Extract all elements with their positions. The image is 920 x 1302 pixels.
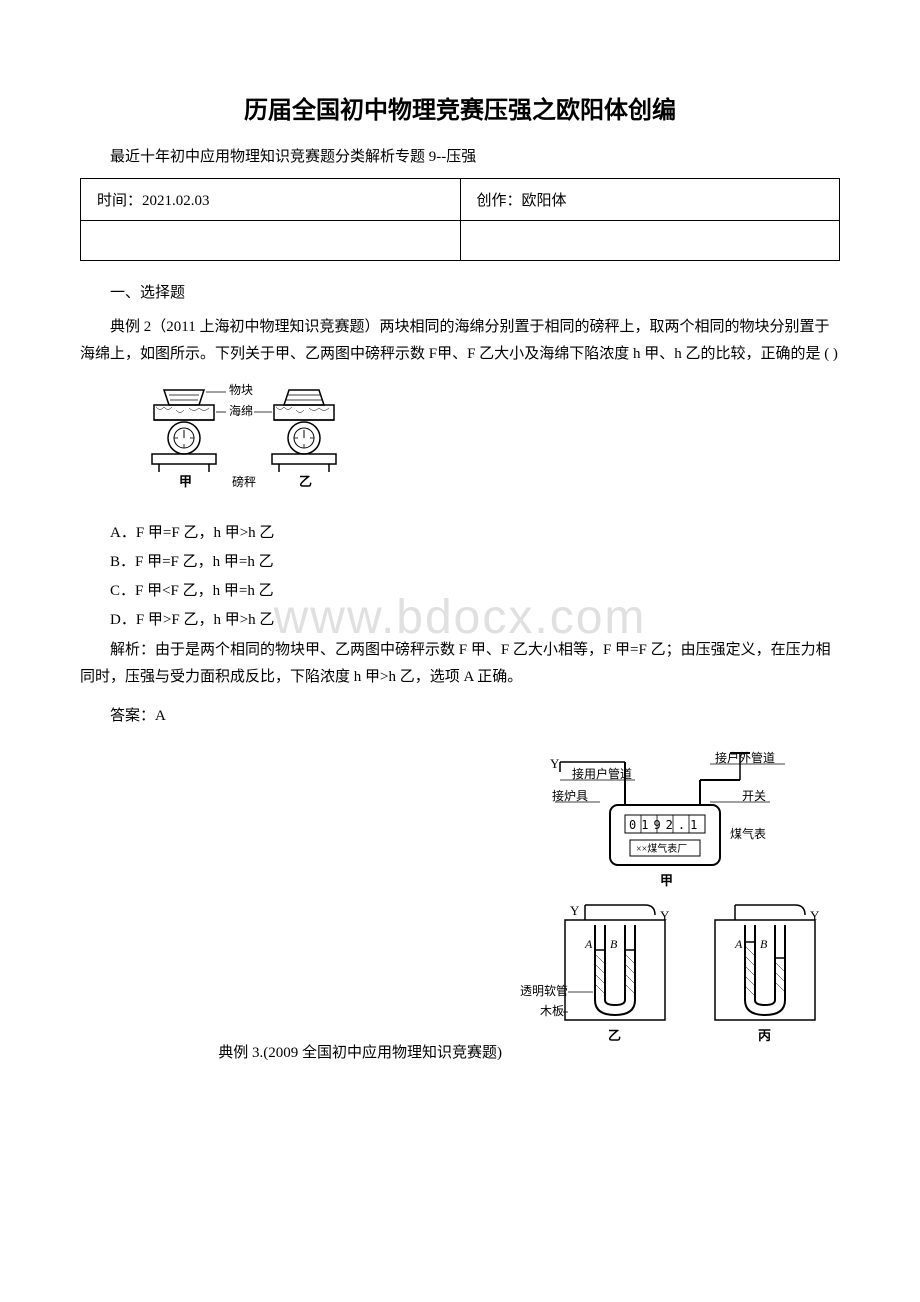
- example2-analysis: 解析：由于是两个相同的物块甲、乙两图中磅秤示数 F 甲、F 乙大小相等，F 甲=…: [80, 637, 840, 691]
- svg-text:甲: 甲: [660, 873, 673, 888]
- svg-text:丙: 丙: [758, 1028, 771, 1043]
- scale-diagram: 物块 海绵 甲 磅秤 乙: [144, 380, 840, 505]
- svg-text:木板: 木板: [540, 1004, 564, 1018]
- svg-text:开关: 开关: [742, 789, 766, 803]
- option-b: B．F 甲=F 乙，h 甲=h 乙: [80, 550, 840, 571]
- option-c: C．F 甲<F 乙，h 甲=h 乙: [80, 579, 840, 600]
- option-a: A．F 甲=F 乙，h 甲>h 乙: [80, 521, 840, 542]
- svg-text:××煤气表厂: ××煤气表厂: [636, 842, 687, 855]
- scale-label: 磅秤: [232, 474, 256, 489]
- svg-text:Y: Y: [570, 903, 580, 918]
- author-cell: 创作：欧阳体: [460, 179, 840, 221]
- example3-label: 典例 3.(2009 全国初中应用物理知识竞赛题): [188, 1041, 502, 1062]
- label-jia: 甲: [179, 474, 192, 489]
- svg-text:B: B: [610, 937, 618, 951]
- svg-text:接炉具: 接炉具: [552, 788, 588, 803]
- page-title: 历届全国初中物理竞赛压强之欧阳体创编: [80, 90, 840, 125]
- svg-text:A: A: [734, 937, 743, 951]
- subtitle: 最近十年初中应用物理知识竞赛题分类解析专题 9--压强: [80, 145, 840, 166]
- empty-cell-2: [460, 221, 840, 261]
- section-heading: 一、选择题: [80, 281, 840, 302]
- time-cell: 时间：2021.02.03: [81, 179, 461, 221]
- svg-text:透明软管: 透明软管: [520, 983, 568, 998]
- empty-cell-1: [81, 221, 461, 261]
- info-table: 时间：2021.02.03 创作：欧阳体: [80, 178, 840, 261]
- label-yi: 乙: [299, 474, 312, 489]
- svg-text:乙: 乙: [608, 1028, 621, 1043]
- gas-meter-diagram: Y 接用户管道 接户外管道 接炉具 开关: [510, 750, 840, 1070]
- svg-text:Y: Y: [550, 756, 560, 771]
- svg-text:煤气表: 煤气表: [730, 826, 766, 841]
- sponge-label: 海绵: [229, 403, 253, 418]
- block-label: 物块: [229, 383, 253, 397]
- svg-text:A: A: [584, 937, 593, 951]
- svg-text:0192.1: 0192.1: [629, 818, 702, 832]
- svg-text:接用户管道: 接用户管道: [572, 766, 632, 781]
- example2-intro: 典例 2（2011 上海初中物理知识竞赛题）两块相同的海绵分别置于相同的磅秤上，…: [80, 314, 840, 368]
- option-d: D．F 甲>F 乙，h 甲>h 乙: [80, 608, 840, 629]
- svg-text:B: B: [760, 937, 768, 951]
- example2-answer: 答案：A: [80, 703, 840, 730]
